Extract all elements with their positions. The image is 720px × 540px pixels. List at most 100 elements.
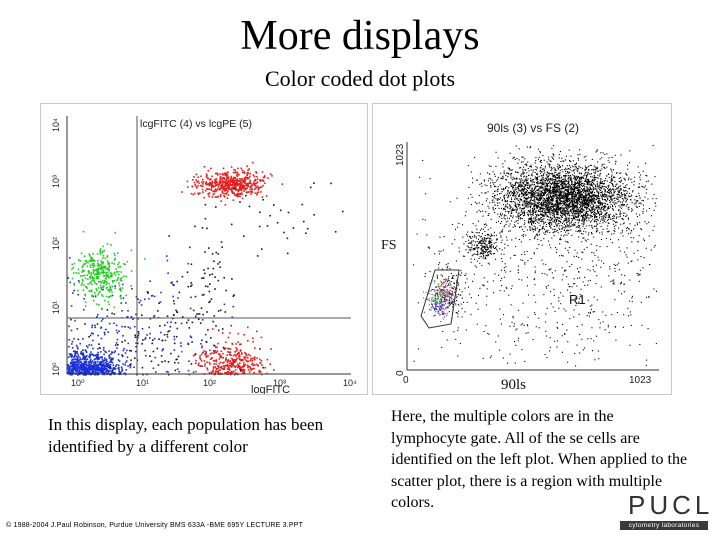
event-dot [559,194,561,196]
event-dot [205,352,207,355]
event-dot [572,214,574,216]
event-dot [619,212,621,214]
event-dot [560,239,562,241]
event-dot [238,357,241,360]
event-dot [573,217,575,219]
event-dot [211,184,214,187]
event-dot [571,204,573,206]
event-dot [514,192,516,194]
event-dot [114,371,116,374]
event-dot [120,297,122,300]
event-dot [529,207,531,209]
event-dot [599,183,601,185]
event-dot [577,213,579,215]
event-dot [653,225,655,227]
event-dot [86,274,88,276]
event-dot [245,191,248,194]
event-dot [615,217,617,219]
event-dot [107,331,109,333]
event-dot [222,186,225,188]
event-dot [536,190,538,192]
event-dot [600,216,602,218]
event-dot [248,177,250,179]
event-dot [588,193,590,195]
event-dot [226,189,228,191]
event-dot [181,350,183,353]
event-dot [618,191,620,193]
event-dot [202,185,204,188]
event-dot [257,191,259,193]
left-x-tick-2: 10² [203,378,216,388]
event-dot [225,371,228,374]
event-dot [177,297,179,299]
event-dot [563,182,565,184]
event-dot [631,208,633,210]
event-dot [557,203,559,205]
event-dot [527,214,529,216]
event-dot [575,195,577,197]
event-dot [544,273,546,275]
event-dot [551,192,553,194]
event-dot [605,195,607,197]
event-dot [76,356,79,358]
event-dot [111,352,114,354]
event-dot [641,199,643,201]
event-dot [189,246,191,249]
event-dot [93,279,95,282]
event-dot [548,223,550,225]
event-dot [106,271,109,273]
event-dot [110,361,113,363]
event-dot [627,207,629,209]
event-dot [88,270,90,272]
event-dot [579,196,581,198]
event-dot [527,197,529,199]
event-dot [573,170,575,172]
event-dot [247,360,250,363]
event-dot [479,173,481,175]
event-dot [233,168,235,171]
event-dot [244,187,247,190]
event-dot [578,187,580,189]
event-dot [247,357,249,359]
event-dot [494,212,496,214]
event-dot [109,363,112,366]
event-dot [574,195,576,197]
event-dot [533,196,535,198]
event-dot [214,372,217,374]
event-dot [585,231,587,233]
event-dot [574,213,576,215]
event-dot [536,173,538,175]
event-dot [606,175,608,177]
event-dot [213,192,216,195]
event-dot [252,368,254,370]
event-dot [244,351,246,354]
event-dot [219,185,222,187]
event-dot [149,337,151,339]
event-dot [577,190,579,192]
event-dot [237,366,239,369]
event-dot [564,217,566,219]
event-dot [227,194,230,196]
event-dot [74,350,77,353]
event-dot [176,280,178,283]
event-dot [514,158,516,160]
event-dot [522,204,524,206]
event-dot [587,207,589,209]
event-dot [583,205,585,207]
event-dot [229,362,231,365]
event-dot [563,214,565,216]
event-dot [518,159,520,161]
event-dot [629,162,631,164]
event-dot [198,313,201,315]
event-dot [523,176,525,178]
event-dot [173,314,175,316]
event-dot [568,225,570,227]
event-dot [222,182,224,185]
event-dot [580,208,582,210]
event-dot [578,197,580,199]
event-dot [606,198,608,200]
event-dot [564,206,566,208]
event-dot [186,271,189,273]
event-dot [124,352,127,354]
event-dot [547,185,549,187]
